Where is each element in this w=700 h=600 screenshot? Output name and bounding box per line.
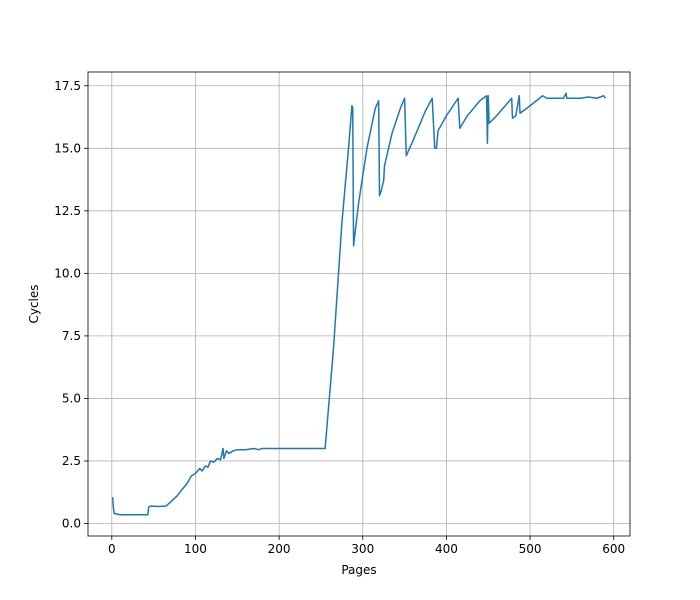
x-axis-label: Pages [341, 563, 376, 577]
x-tick-label: 600 [602, 542, 625, 556]
x-tick-label: 300 [351, 542, 374, 556]
y-tick-label: 7.5 [62, 329, 81, 343]
y-tick-label: 0.0 [62, 516, 81, 530]
data-line [111, 92, 606, 516]
y-tick-label: 12.5 [54, 204, 81, 218]
plot-frame [87, 71, 631, 537]
y-axis-label: Cycles [27, 284, 41, 323]
y-tick-label: 5.0 [62, 391, 81, 405]
y-tick-label: 2.5 [62, 454, 81, 468]
x-tick-label: 100 [184, 542, 207, 556]
y-tick-label: 17.5 [54, 79, 81, 93]
y-tick-label: 15.0 [54, 141, 81, 155]
x-tick-label: 0 [108, 542, 116, 556]
x-tick-label: 400 [435, 542, 458, 556]
x-tick-label: 500 [519, 542, 542, 556]
x-tick-label: 200 [268, 542, 291, 556]
y-tick-label: 10.0 [54, 266, 81, 280]
